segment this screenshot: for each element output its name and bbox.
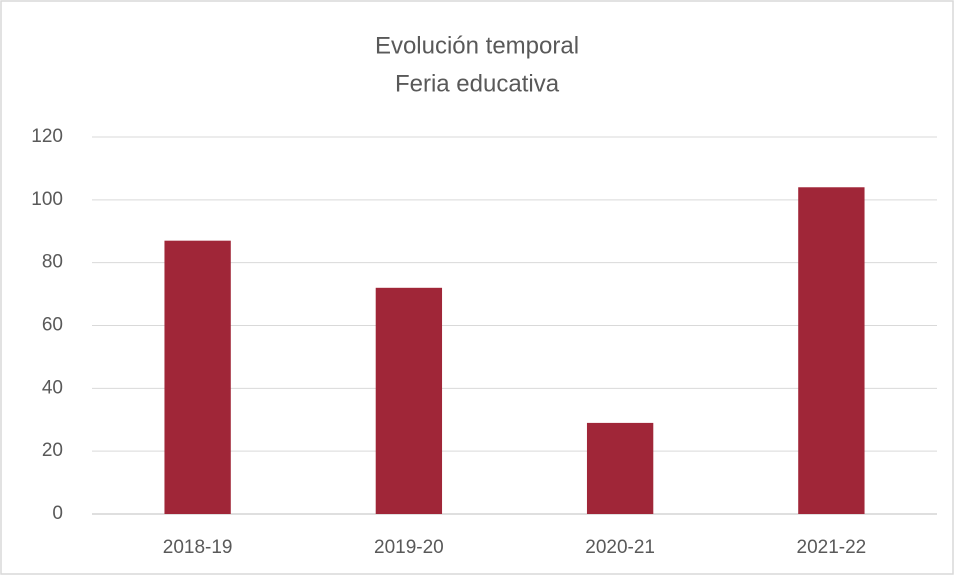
y-tick-label: 60 [42,315,63,336]
bar [586,422,654,514]
bar [375,287,443,514]
y-tick-label: 20 [42,440,63,461]
bar [798,187,865,514]
y-tick-label: 120 [31,126,63,147]
x-tick-label: 2020-21 [585,537,655,558]
y-tick-label: 0 [52,503,63,524]
x-tick-label: 2021-22 [797,537,867,558]
y-tick-label: 40 [42,377,63,398]
y-tick-label: 80 [42,252,63,273]
x-tick-label: 2019-20 [374,537,444,558]
bar [164,240,231,515]
chart-title: Evolución temporal [375,32,579,59]
x-tick-label: 2018-19 [163,537,233,558]
y-tick-label: 100 [31,189,63,210]
chart-title: Feria educativa [395,70,560,97]
